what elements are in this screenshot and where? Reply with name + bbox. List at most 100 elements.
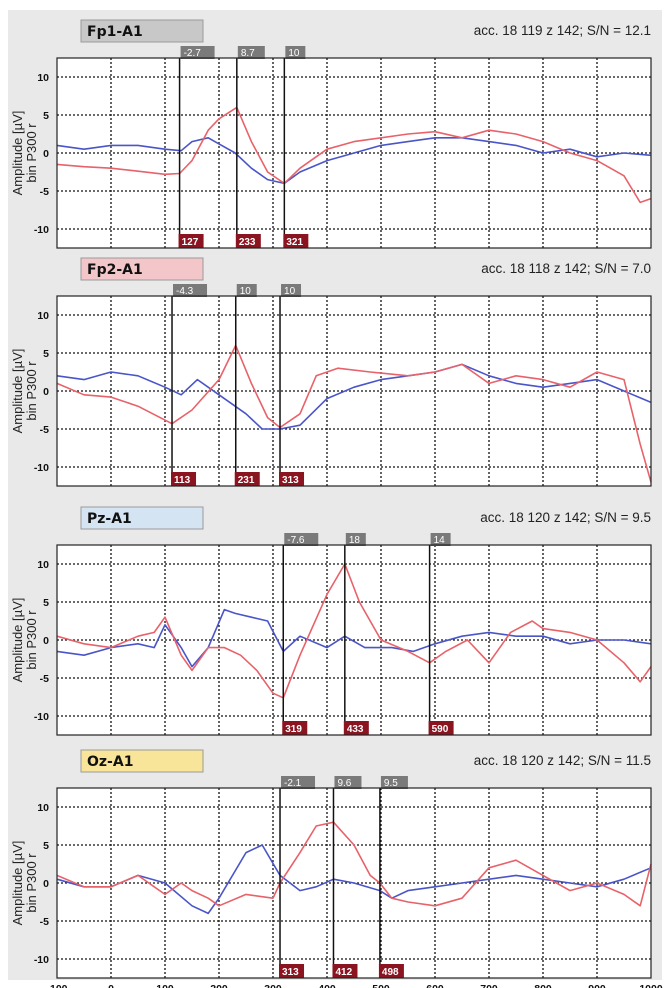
marker-latency-box <box>283 234 309 248</box>
marker-value-box <box>430 533 451 546</box>
channel-label-box <box>80 506 204 530</box>
acc-sn-text: acc. 18 120 z 142; S/N = 9.5 <box>480 510 651 525</box>
x-tick-label: 900 <box>588 983 606 988</box>
marker-value-box <box>281 776 316 789</box>
marker-latency-box <box>343 721 369 735</box>
series-line-blue <box>56 608 652 668</box>
marker-value-label: 8.7 <box>241 48 255 59</box>
marker-value-label: -2.7 <box>184 48 202 59</box>
y-axis-label-line: Amplitude [µV] <box>10 349 25 434</box>
marker-latency-box <box>428 721 454 735</box>
panel-fp1-a1: Fp1-A1 acc. 18 119 z 142; S/N = 12.1 10 5 0 -… <box>10 19 652 249</box>
marker-value-label: 10 <box>284 286 296 297</box>
marker-latency-box <box>171 472 197 486</box>
marker-value-label: 10 <box>288 48 300 59</box>
series-line-red <box>56 821 652 907</box>
y-tick-label: 5 <box>43 840 49 852</box>
marker-latency-label: 231 <box>238 475 255 486</box>
channel-label-box <box>80 749 204 773</box>
x-tick-label: 600 <box>426 983 444 988</box>
y-tick-label: 0 <box>43 878 49 890</box>
y-axis-label-line: bin P300 r <box>24 123 39 183</box>
x-tick-label: 400 <box>318 983 336 988</box>
marker-value-label: 10 <box>240 286 252 297</box>
y-tick-label: -10 <box>34 462 49 474</box>
marker-latency-box <box>332 964 358 978</box>
marker-latency-box <box>234 472 260 486</box>
y-tick-label: 10 <box>37 310 49 322</box>
marker-latency-label: 233 <box>239 237 256 248</box>
y-axis-label-line: Amplitude [µV] <box>10 841 25 926</box>
y-axis-label: Amplitude [µV]bin P300 r <box>10 349 39 434</box>
marker-value-box <box>173 284 208 297</box>
x-tick-label: -100 <box>46 983 67 988</box>
y-tick-label: 0 <box>43 635 49 647</box>
marker-value-box <box>380 776 408 789</box>
series-line-red <box>56 106 652 204</box>
marker-latency-box <box>178 234 204 248</box>
marker-latency-box <box>235 234 261 248</box>
y-tick-label: -5 <box>40 673 49 685</box>
x-tick-label: 800 <box>534 983 552 988</box>
marker-latency-label: 433 <box>347 724 364 735</box>
y-tick-label: 5 <box>43 348 49 360</box>
marker-latency-label: 313 <box>282 967 299 978</box>
acc-sn-text: acc. 18 120 z 142; S/N = 11.5 <box>474 753 651 768</box>
marker-value-box <box>236 284 257 297</box>
y-tick-label: 5 <box>43 110 49 122</box>
marker-latency-label: 319 <box>285 724 302 735</box>
marker-latency-label: 321 <box>286 237 303 248</box>
marker-value-box <box>180 46 215 59</box>
acc-sn-text: acc. 18 118 z 142; S/N = 7.0 <box>481 261 651 276</box>
channel-label-box <box>80 257 204 281</box>
x-tick-label: 0 <box>108 983 114 988</box>
marker-latency-label: 498 <box>382 967 399 978</box>
y-tick-label: 10 <box>37 559 49 571</box>
x-tick-label: 300 <box>264 983 282 988</box>
series-line-blue <box>56 363 652 430</box>
channel-label: Oz-A1 <box>87 754 133 770</box>
marker-latency-label: 590 <box>432 724 449 735</box>
y-tick-label: -5 <box>40 186 49 198</box>
y-axis-label-line: bin P300 r <box>24 361 39 421</box>
y-tick-label: -5 <box>40 424 49 436</box>
y-axis-label-line: Amplitude [µV] <box>10 111 25 196</box>
y-axis-label: Amplitude [µV]bin P300 r <box>10 111 39 196</box>
marker-value-box <box>285 46 306 59</box>
y-axis-label-line: bin P300 r <box>24 853 39 913</box>
marker-latency-label: 127 <box>182 237 199 248</box>
marker-value-label: 9.5 <box>384 778 398 789</box>
marker-value-label: -2.1 <box>284 778 302 789</box>
marker-latency-label: 113 <box>174 475 191 486</box>
y-tick-label: 5 <box>43 597 49 609</box>
marker-value-box <box>345 533 366 546</box>
x-tick-label: 100 <box>156 983 174 988</box>
x-tick-label: 500 <box>372 983 390 988</box>
marker-value-box <box>281 284 302 297</box>
plot-border <box>56 787 652 979</box>
marker-value-label: 18 <box>349 535 361 546</box>
y-tick-label: 10 <box>37 72 49 84</box>
x-tick-label: 1000 <box>639 983 663 988</box>
series-line-blue <box>56 137 652 185</box>
marker-value-box <box>237 46 265 59</box>
plot-border <box>56 57 652 249</box>
marker-latency-label: 313 <box>282 475 299 486</box>
marker-latency-box <box>282 721 308 735</box>
channel-label: Fp2-A1 <box>87 262 143 278</box>
y-tick-label: -10 <box>34 954 49 966</box>
marker-latency-box <box>279 964 305 978</box>
y-axis-label: Amplitude [µV]bin P300 r <box>10 841 39 926</box>
y-tick-label: -5 <box>40 916 49 928</box>
channel-label-box <box>80 19 204 43</box>
x-tick-label: 700 <box>480 983 498 988</box>
channel-label: Pz-A1 <box>87 511 132 527</box>
marker-value-label: 14 <box>434 535 446 546</box>
y-tick-label: -10 <box>34 224 49 236</box>
panel-fp2-a1: Fp2-A1 acc. 18 118 z 142; S/N = 7.0 10 5 0 -5… <box>10 257 652 487</box>
marker-value-label: 9.6 <box>337 778 351 789</box>
panel-oz-a1: Oz-A1 acc. 18 120 z 142; S/N = 11.5 10 5 0 -5… <box>10 749 663 988</box>
plot-border <box>56 295 652 487</box>
channel-label: Fp1-A1 <box>87 24 143 40</box>
marker-latency-box <box>279 472 305 486</box>
